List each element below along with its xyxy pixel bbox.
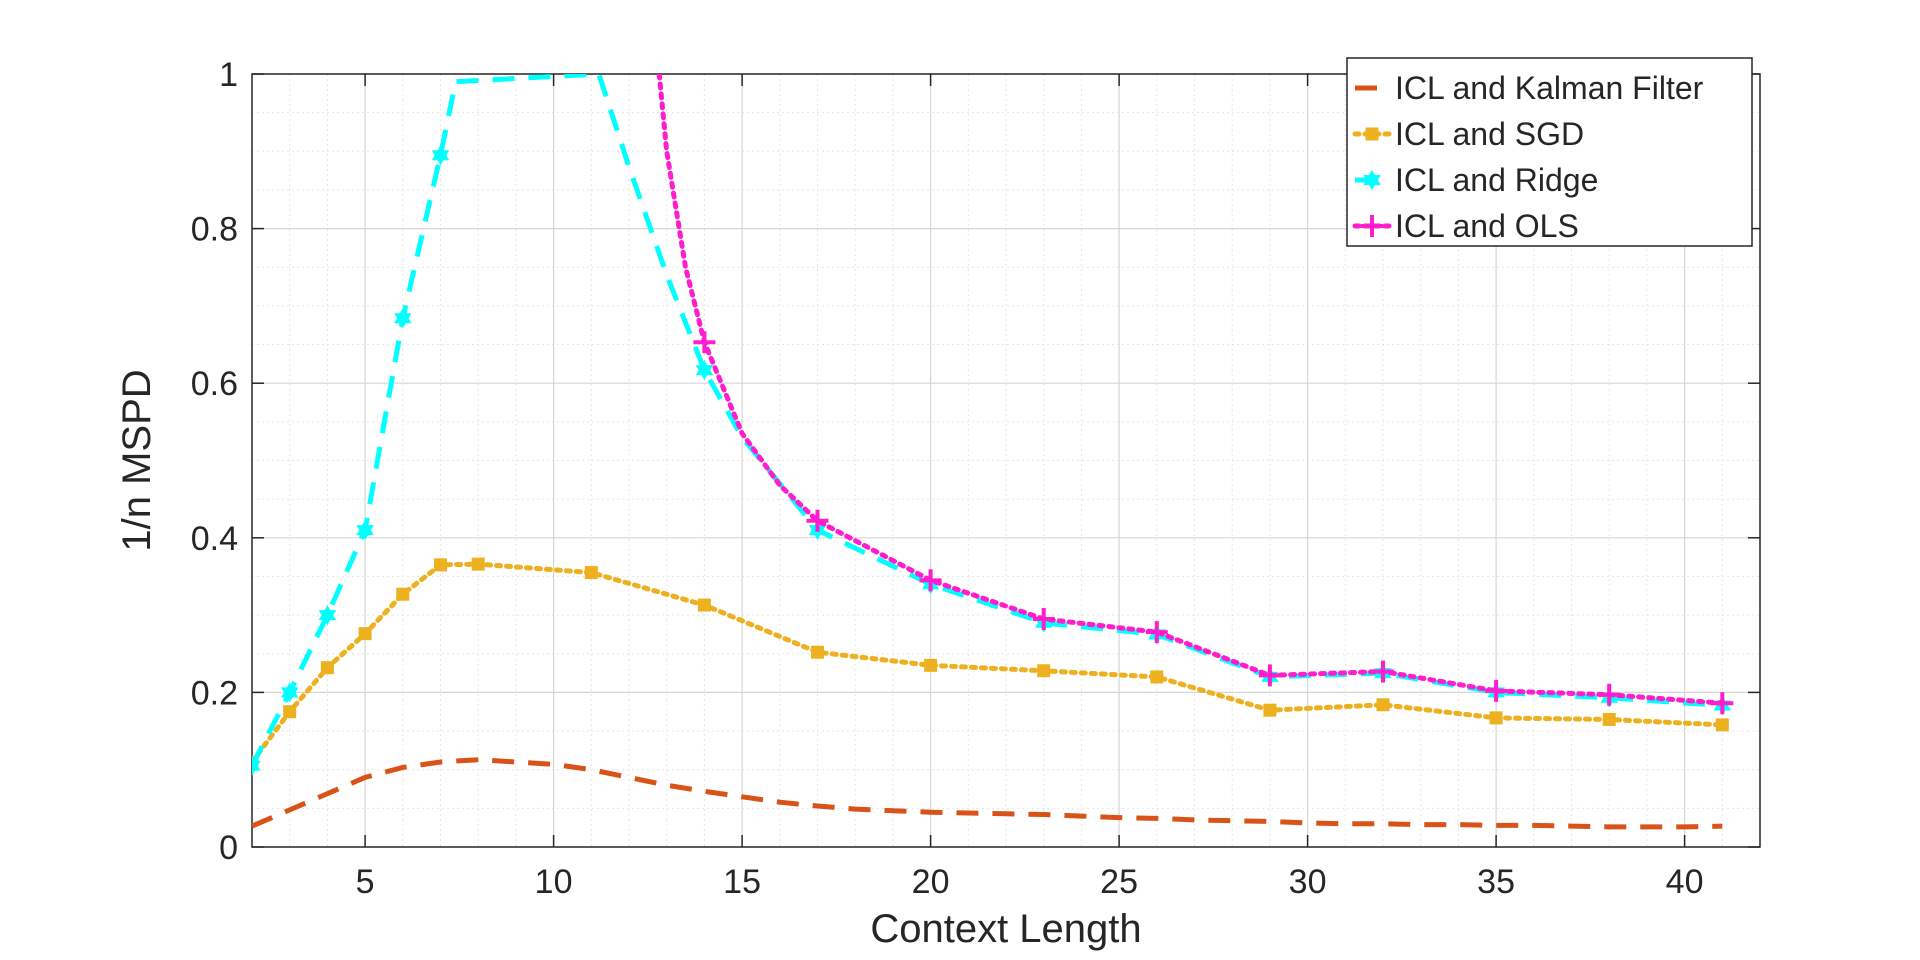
x-tick-label: 35 xyxy=(1477,863,1515,901)
legend-box xyxy=(1346,57,1753,247)
legend-label: ICL and Kalman Filter xyxy=(1395,70,1704,106)
x-axis-title: Context Length xyxy=(870,907,1141,951)
data-point-1 xyxy=(1715,718,1729,732)
marker-hexagram-part xyxy=(281,687,299,703)
marker-hexagram-part xyxy=(252,760,261,776)
marker-hexagram-part xyxy=(356,525,374,541)
data-point-1 xyxy=(358,627,372,641)
data-point-1 xyxy=(924,658,938,672)
x-tick-label: 20 xyxy=(912,863,950,901)
legend-item-2: ICL and Ridge xyxy=(1355,162,1598,198)
marker-hexagram-part xyxy=(695,365,714,381)
data-point-2 xyxy=(695,360,714,381)
legend-label: ICL and Ridge xyxy=(1395,162,1598,198)
data-point-2 xyxy=(431,145,450,166)
data-point-3 xyxy=(1145,621,1168,644)
marker-hexagram-part xyxy=(318,610,337,626)
plot-frame xyxy=(251,73,1761,848)
y-axis-title: 1/n MSPD xyxy=(115,369,159,551)
data-point-1 xyxy=(811,645,824,659)
legend: ICL and Kalman Filter ICL and SGD ICL and … xyxy=(1346,57,1753,247)
data-point-3 xyxy=(1711,692,1734,715)
x-tick-label: 15 xyxy=(723,863,761,901)
x-tick-label: 10 xyxy=(535,863,573,901)
data-point-3 xyxy=(1372,660,1394,683)
legend-label: ICL and OLS xyxy=(1395,208,1579,244)
data-point-2 xyxy=(394,308,412,329)
data-point-3 xyxy=(1598,683,1621,706)
axes-layer xyxy=(251,73,1761,848)
data-point-3 xyxy=(1032,607,1055,630)
ticks-layer: 5 10 15 20 25 30 35 40 0 0.2 0.4 0.6 0.8 1 xyxy=(191,56,1760,901)
y-tick-label: 0 xyxy=(219,829,238,867)
y-tick-label: 0.8 xyxy=(191,211,238,249)
data-point-1 xyxy=(434,558,447,572)
data-point-2 xyxy=(281,682,299,703)
legend-item-0: ICL and Kalman Filter xyxy=(1355,70,1704,106)
data-point-1 xyxy=(320,661,334,675)
data-point-1 xyxy=(697,598,711,612)
marker-hexagram-part xyxy=(431,150,450,166)
data-point-1 xyxy=(1150,670,1164,684)
data-point-2 xyxy=(318,605,337,626)
data-point-3 xyxy=(806,509,829,532)
data-point-1 xyxy=(1489,711,1503,725)
y-tick-label: 0.4 xyxy=(191,520,238,558)
series-layer xyxy=(252,74,1734,830)
data-point-1 xyxy=(283,705,297,719)
data-point-2 xyxy=(356,520,374,541)
data-point-1 xyxy=(396,587,410,601)
legend-swatch-marker xyxy=(1365,127,1379,141)
data-point-3 xyxy=(693,331,716,354)
legend-swatch-marker xyxy=(1361,215,1383,237)
legend-swatch-marker xyxy=(1363,170,1381,190)
data-point-3 xyxy=(1258,664,1281,687)
marker-hexagram-part xyxy=(394,313,412,329)
data-point-3 xyxy=(1485,679,1508,702)
data-point-1 xyxy=(1037,664,1051,678)
data-point-3 xyxy=(919,569,942,592)
x-tick-label: 30 xyxy=(1289,863,1327,901)
legend-item-3: ICL and OLS xyxy=(1352,208,1579,244)
legend-label: ICL and SGD xyxy=(1395,116,1584,152)
y-tick-label: 0.6 xyxy=(191,365,238,403)
x-tick-label: 40 xyxy=(1666,863,1704,901)
data-point-1 xyxy=(584,566,598,580)
grid-layer xyxy=(251,73,1761,848)
series-3 xyxy=(656,74,1734,715)
data-point-1 xyxy=(1263,703,1277,717)
data-point-2 xyxy=(252,755,261,776)
marker-hexagram-part xyxy=(1363,175,1381,190)
data-point-1 xyxy=(1602,712,1616,726)
y-tick-label: 0.2 xyxy=(191,674,238,712)
x-tick-label: 5 xyxy=(356,863,375,901)
data-point-1 xyxy=(1376,698,1390,712)
legend-item-1: ICL and SGD xyxy=(1352,116,1584,152)
data-point-1 xyxy=(471,557,485,571)
x-tick-label: 25 xyxy=(1100,863,1138,901)
y-tick-label: 1 xyxy=(219,56,238,94)
series-1 xyxy=(252,557,1729,769)
series-line-1 xyxy=(252,561,1725,765)
